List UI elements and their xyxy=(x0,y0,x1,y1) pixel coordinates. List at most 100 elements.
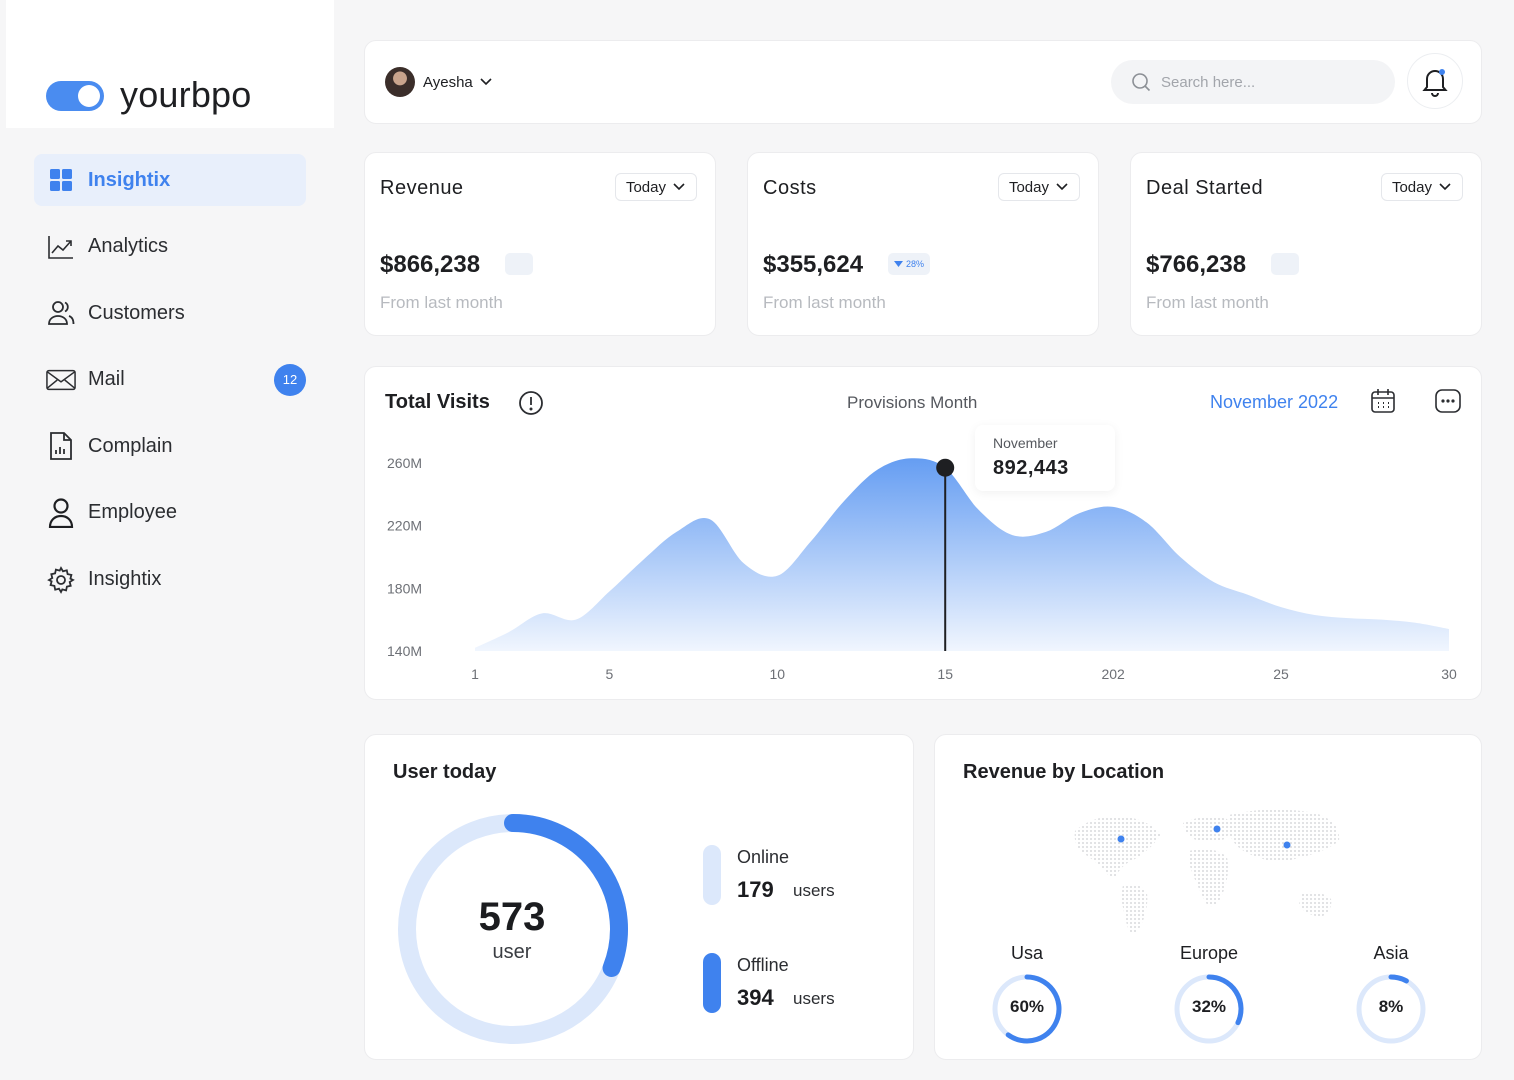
revenue-card: Revenue Today $866,238 From last month xyxy=(364,152,716,336)
sidebar-item-employee[interactable]: Employee xyxy=(34,487,306,539)
calendar-icon[interactable] xyxy=(1368,386,1398,416)
x-tick-label: 10 xyxy=(769,666,785,682)
card-subtitle: From last month xyxy=(1146,293,1269,312)
y-tick-label: 260M xyxy=(387,455,422,471)
more-icon[interactable] xyxy=(1433,386,1463,416)
total-users: 573 xyxy=(478,895,546,939)
gear-icon xyxy=(46,565,76,595)
search-box xyxy=(1111,60,1395,104)
change-badge: 28% xyxy=(888,253,931,275)
offline-legend-swatch xyxy=(703,953,721,1013)
period-select[interactable]: Today xyxy=(1380,173,1463,201)
chevron-down-icon xyxy=(480,78,492,86)
card-title: Revenue xyxy=(380,177,464,199)
users-icon xyxy=(46,298,76,328)
chart-line-icon xyxy=(46,232,76,262)
online-legend-swatch xyxy=(703,845,721,905)
change-badge xyxy=(505,253,533,275)
card-title: Deal Started xyxy=(1146,177,1264,199)
online-label: Online xyxy=(737,847,790,867)
asia-progress-ring xyxy=(1356,974,1426,1044)
user-icon xyxy=(46,498,76,528)
chevron-down-icon xyxy=(1056,183,1068,191)
top-bar: Ayesha xyxy=(364,40,1482,124)
sidebar-nav: Insightix Analytics Customers Mail 12 xyxy=(34,154,306,620)
document-chart-icon xyxy=(46,431,76,461)
offline-unit: users xyxy=(793,989,835,1008)
period-label: Today xyxy=(1008,178,1049,196)
card-subtitle: From last month xyxy=(380,293,503,312)
revenue-by-location-card: Revenue by Location Usa 60% Europe 32% A… xyxy=(934,734,1482,1060)
user-menu[interactable]: Ayesha xyxy=(385,67,493,97)
x-tick-label: 15 xyxy=(937,666,953,682)
chevron-down-icon xyxy=(1439,183,1451,191)
x-tick-label: 202 xyxy=(1101,666,1125,682)
ring-progress xyxy=(1388,974,1409,984)
users-donut-chart xyxy=(398,814,628,1044)
y-tick-label: 180M xyxy=(387,580,422,596)
offline-count: 394 xyxy=(737,985,774,1010)
region-pct: 32% xyxy=(1191,997,1227,1016)
sidebar-item-analytics[interactable]: Analytics xyxy=(34,221,306,273)
period-select[interactable]: Today xyxy=(614,173,697,201)
region-name: Asia xyxy=(1373,943,1409,963)
online-unit: users xyxy=(793,881,835,900)
world-map-icon xyxy=(1074,809,1340,934)
ring-progress xyxy=(1005,974,1062,1044)
sidebar-item-label: Insightix xyxy=(88,568,162,591)
card-title: Costs xyxy=(763,177,817,199)
brand-toggle-logo xyxy=(46,81,104,111)
sidebar-item-customers[interactable]: Customers xyxy=(34,287,306,339)
search-icon xyxy=(1132,73,1151,92)
tooltip-label: November xyxy=(993,435,1058,451)
card-subtitle: From last month xyxy=(763,293,886,312)
total-visits-card: 260M 220M 180M 140M 1 5 10 15 202 25 30 Total Visi… xyxy=(364,366,1482,700)
chart-title: Total Visits xyxy=(385,391,490,413)
region-name: Usa xyxy=(1010,943,1043,963)
period-label: Today xyxy=(1391,178,1432,196)
chart-tooltip: November 892,443 xyxy=(975,425,1115,491)
user-today-card: User today 573 user Online 179 users Off… xyxy=(364,734,914,1060)
notifications-button[interactable] xyxy=(1407,53,1463,109)
brand: yourbpo xyxy=(6,0,334,128)
section-title: User today xyxy=(393,761,497,783)
sidebar-item-complain[interactable]: Complain xyxy=(34,420,306,472)
deal-started-card: Deal Started Today $766,238 From last mo… xyxy=(1130,152,1482,336)
sidebar-item-insightix[interactable]: Insightix xyxy=(34,154,306,206)
offline-label: Offline xyxy=(737,955,789,975)
donut-segment xyxy=(504,814,628,978)
x-tick-label: 1 xyxy=(471,666,479,682)
search-input[interactable] xyxy=(1161,73,1381,91)
grid-icon xyxy=(46,165,76,195)
info-icon[interactable] xyxy=(517,389,545,417)
sidebar-item-settings[interactable]: Insightix xyxy=(34,554,306,606)
online-count: 179 xyxy=(737,877,774,902)
brand-name: yourbpo xyxy=(120,74,252,115)
sidebar-item-label: Insightix xyxy=(88,168,171,191)
card-value: $355,624 xyxy=(763,251,864,278)
europe-progress-ring xyxy=(1174,974,1244,1044)
change-pct: 28% xyxy=(906,259,925,269)
tooltip-value: 892,443 xyxy=(993,457,1069,479)
card-value: $866,238 xyxy=(380,251,481,278)
sidebar-item-label: Customers xyxy=(88,301,185,324)
section-title: Revenue by Location xyxy=(963,761,1165,783)
x-tick-label: 25 xyxy=(1273,666,1289,682)
bell-icon xyxy=(1422,69,1448,97)
card-value: $766,238 xyxy=(1146,251,1247,278)
usa-progress-ring xyxy=(992,974,1062,1044)
month-selector[interactable]: November 2022 xyxy=(1210,392,1339,412)
sidebar: yourbpo Insightix Analytics Customers Ma… xyxy=(6,0,334,1080)
x-tick-label: 5 xyxy=(605,666,613,682)
y-tick-label: 140M xyxy=(387,643,422,659)
sidebar-item-label: Analytics xyxy=(88,235,169,258)
arrow-down-icon xyxy=(894,261,903,267)
mail-icon xyxy=(46,365,76,395)
period-select[interactable]: Today xyxy=(997,173,1080,201)
visits-area xyxy=(475,458,1449,651)
sidebar-item-mail[interactable]: Mail 12 xyxy=(34,354,306,406)
costs-card: Costs Today $355,624 28% From last month xyxy=(747,152,1099,336)
sidebar-item-label: Employee xyxy=(88,501,177,524)
change-badge xyxy=(1271,253,1299,275)
